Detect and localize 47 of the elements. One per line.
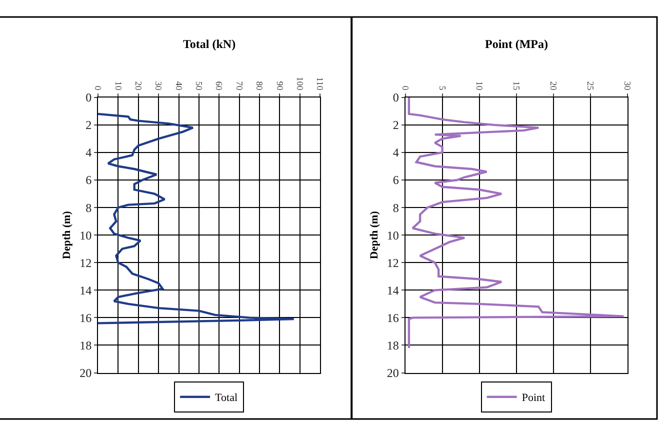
x-tick-label: 20: [133, 81, 144, 91]
chart-title: Point (MPa): [485, 37, 548, 51]
y-tick-label: 6: [86, 173, 92, 188]
x-tick-label: 80: [254, 81, 265, 91]
y-tick-label: 10: [80, 228, 92, 242]
y-tick-label: 6: [392, 173, 399, 188]
x-tick-label: 110: [315, 77, 326, 91]
x-tick-label: 100: [295, 76, 306, 91]
x-tick-label: 70: [234, 81, 244, 91]
line-series: [408, 97, 625, 350]
y-tick-label: 8: [392, 200, 399, 215]
y-tick-label: 18: [80, 338, 92, 352]
y-tick-label: 18: [386, 338, 399, 352]
y-tick-label: 20: [80, 366, 92, 380]
x-tick-label: 30: [154, 81, 164, 91]
y-tick-label: 12: [386, 256, 399, 270]
y-axis-title: Depth (m): [61, 210, 74, 260]
x-tick-label: 10: [474, 81, 484, 91]
x-tick-label: 10: [113, 81, 124, 91]
y-axis-title: Depth (m): [368, 210, 381, 260]
x-tick-label: 0: [93, 86, 104, 91]
x-tick-label: 90: [274, 81, 285, 91]
x-tick-label: 50: [194, 81, 204, 91]
x-tick-label: 25: [585, 81, 596, 91]
y-tick-label: 16: [386, 310, 399, 325]
x-tick-label: 30: [622, 81, 632, 91]
y-tick-label: 2: [392, 118, 399, 132]
legend-label: Point: [522, 392, 546, 404]
y-tick-label: 14: [386, 283, 399, 298]
y-tick-label: 20: [386, 366, 399, 380]
y-tick-label: 10: [386, 228, 399, 242]
chart-title: Total (kN): [183, 37, 236, 51]
y-tick-label: 2: [86, 118, 92, 132]
y-tick-label: 12: [80, 256, 92, 270]
y-tick-label: 4: [392, 146, 399, 160]
y-tick-label: 8: [86, 200, 92, 215]
x-tick-label: 15: [511, 81, 522, 91]
x-tick-label: 5: [437, 86, 448, 91]
legend-label: Total: [215, 392, 238, 404]
x-tick-label: 0: [400, 86, 410, 91]
x-tick-label: 20: [548, 81, 558, 91]
line-series: [98, 112, 295, 324]
y-tick-label: 16: [80, 310, 92, 325]
x-tick-label: 40: [174, 81, 184, 91]
y-tick-label: 4: [86, 146, 92, 160]
y-tick-label: 14: [80, 283, 92, 298]
x-tick-label: 60: [214, 81, 224, 91]
